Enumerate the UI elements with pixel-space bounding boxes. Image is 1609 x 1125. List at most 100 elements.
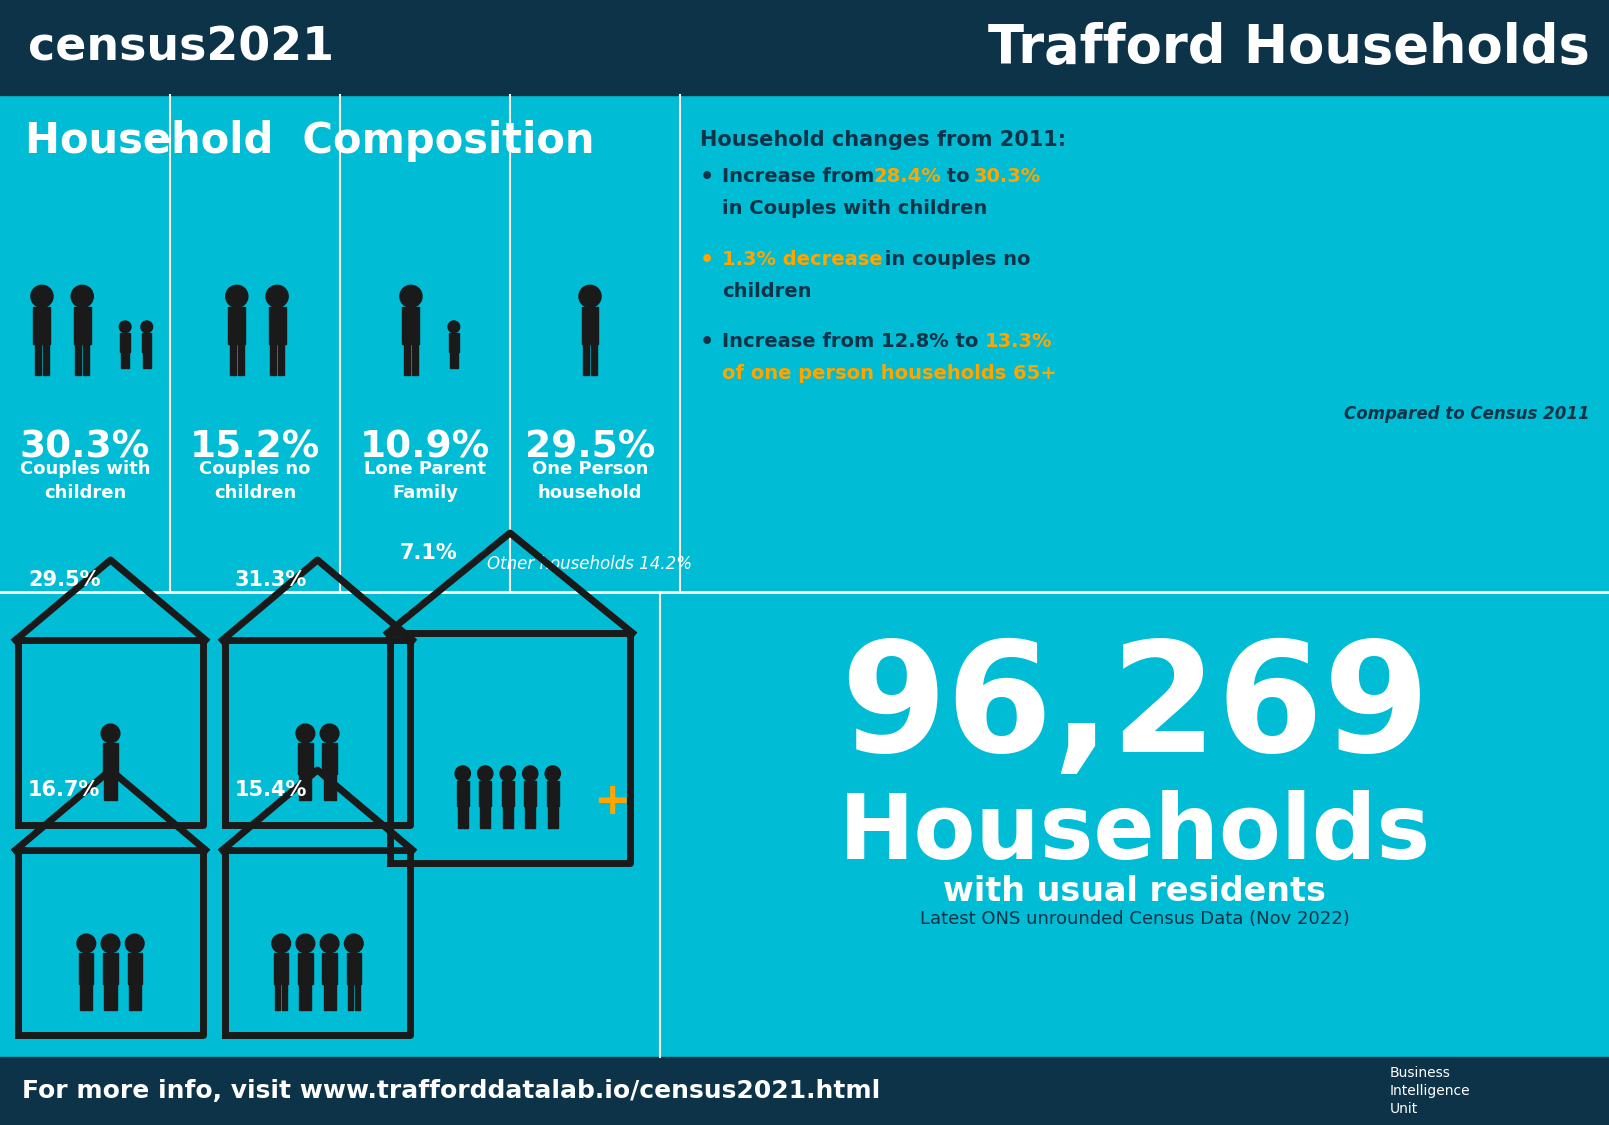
Text: Lone Parent
Family: Lone Parent Family bbox=[364, 460, 486, 502]
Text: 15.4%: 15.4% bbox=[235, 780, 307, 800]
Bar bbox=[449, 333, 459, 352]
Text: 15.2%: 15.2% bbox=[190, 430, 320, 466]
Circle shape bbox=[545, 766, 560, 781]
Bar bbox=[298, 953, 312, 983]
Bar bbox=[127, 953, 142, 983]
Text: 13.3%: 13.3% bbox=[985, 332, 1052, 351]
Bar bbox=[547, 807, 552, 828]
Bar bbox=[502, 807, 507, 828]
Bar bbox=[143, 352, 146, 368]
Bar bbox=[525, 781, 536, 807]
Bar bbox=[404, 344, 410, 375]
Text: +: + bbox=[594, 781, 631, 824]
Bar bbox=[103, 953, 117, 983]
Text: children: children bbox=[722, 282, 811, 302]
Text: 29.5%: 29.5% bbox=[525, 430, 655, 466]
Bar bbox=[278, 344, 285, 375]
Bar bbox=[126, 352, 129, 368]
Text: •: • bbox=[700, 332, 714, 352]
Bar bbox=[105, 774, 109, 800]
Circle shape bbox=[119, 321, 130, 333]
Text: •: • bbox=[700, 166, 714, 187]
Circle shape bbox=[500, 766, 515, 781]
Bar bbox=[330, 983, 336, 1010]
Text: Household changes from 2011:: Household changes from 2011: bbox=[700, 130, 1067, 150]
Text: Household  Composition: Household Composition bbox=[26, 120, 594, 162]
Bar bbox=[269, 307, 285, 344]
Bar bbox=[87, 983, 92, 1010]
Bar bbox=[80, 983, 85, 1010]
Circle shape bbox=[296, 934, 315, 953]
Circle shape bbox=[320, 934, 339, 953]
Circle shape bbox=[579, 286, 602, 307]
Bar bbox=[581, 307, 599, 344]
Circle shape bbox=[101, 934, 119, 953]
Text: to: to bbox=[940, 166, 977, 186]
Bar bbox=[129, 983, 134, 1010]
Circle shape bbox=[344, 934, 364, 953]
Text: Latest ONS unrounded Census Data (Nov 2022): Latest ONS unrounded Census Data (Nov 20… bbox=[920, 910, 1350, 928]
Bar bbox=[451, 352, 454, 368]
Bar bbox=[582, 344, 589, 375]
Circle shape bbox=[401, 286, 422, 307]
Bar bbox=[330, 774, 336, 800]
Bar bbox=[298, 742, 312, 774]
Bar bbox=[457, 781, 468, 807]
Bar bbox=[105, 983, 109, 1010]
Bar bbox=[299, 774, 304, 800]
Bar bbox=[322, 953, 336, 983]
Bar bbox=[547, 781, 558, 807]
Bar bbox=[74, 307, 90, 344]
Bar bbox=[274, 953, 288, 983]
Circle shape bbox=[320, 724, 339, 742]
Bar bbox=[463, 807, 468, 828]
Bar bbox=[323, 983, 328, 1010]
Bar bbox=[479, 781, 491, 807]
Bar bbox=[402, 307, 420, 344]
Bar bbox=[121, 352, 124, 368]
Text: 30.3%: 30.3% bbox=[973, 166, 1041, 186]
Text: Couples with
children: Couples with children bbox=[19, 460, 150, 502]
Text: 1.3% decrease: 1.3% decrease bbox=[722, 250, 883, 269]
Text: Other households 14.2%: Other households 14.2% bbox=[488, 555, 692, 573]
Bar bbox=[306, 983, 312, 1010]
Bar bbox=[454, 352, 459, 368]
Circle shape bbox=[142, 321, 153, 333]
Bar bbox=[103, 742, 117, 774]
Text: Compared to Census 2011: Compared to Census 2011 bbox=[1345, 405, 1590, 423]
Bar bbox=[412, 344, 418, 375]
Circle shape bbox=[101, 724, 119, 742]
Text: Intelligence: Intelligence bbox=[1390, 1084, 1471, 1098]
Circle shape bbox=[31, 286, 53, 307]
Bar bbox=[135, 983, 140, 1010]
Text: Unit: Unit bbox=[1390, 1102, 1418, 1116]
Circle shape bbox=[126, 934, 145, 953]
Bar bbox=[525, 807, 529, 828]
Bar bbox=[323, 774, 328, 800]
Bar bbox=[591, 344, 597, 375]
Bar bbox=[228, 307, 245, 344]
Text: in Couples with children: in Couples with children bbox=[722, 199, 988, 218]
Circle shape bbox=[478, 766, 492, 781]
Bar bbox=[486, 807, 491, 828]
Bar bbox=[282, 983, 288, 1010]
Bar bbox=[306, 774, 312, 800]
Bar bbox=[322, 742, 336, 774]
Text: Increase from: Increase from bbox=[722, 166, 882, 186]
Bar bbox=[508, 807, 513, 828]
Text: Trafford Households: Trafford Households bbox=[988, 22, 1590, 74]
Bar bbox=[84, 344, 90, 375]
Text: 31.3%: 31.3% bbox=[235, 570, 307, 590]
Circle shape bbox=[523, 766, 537, 781]
Bar bbox=[299, 983, 304, 1010]
Bar bbox=[34, 307, 50, 344]
Bar bbox=[121, 333, 130, 352]
Bar bbox=[354, 983, 360, 1010]
Text: Business: Business bbox=[1390, 1066, 1451, 1080]
Bar bbox=[111, 983, 116, 1010]
Text: 30.3%: 30.3% bbox=[19, 430, 150, 466]
Bar bbox=[275, 983, 280, 1010]
Circle shape bbox=[272, 934, 291, 953]
Bar bbox=[142, 333, 151, 352]
Text: census2021: census2021 bbox=[27, 26, 335, 71]
